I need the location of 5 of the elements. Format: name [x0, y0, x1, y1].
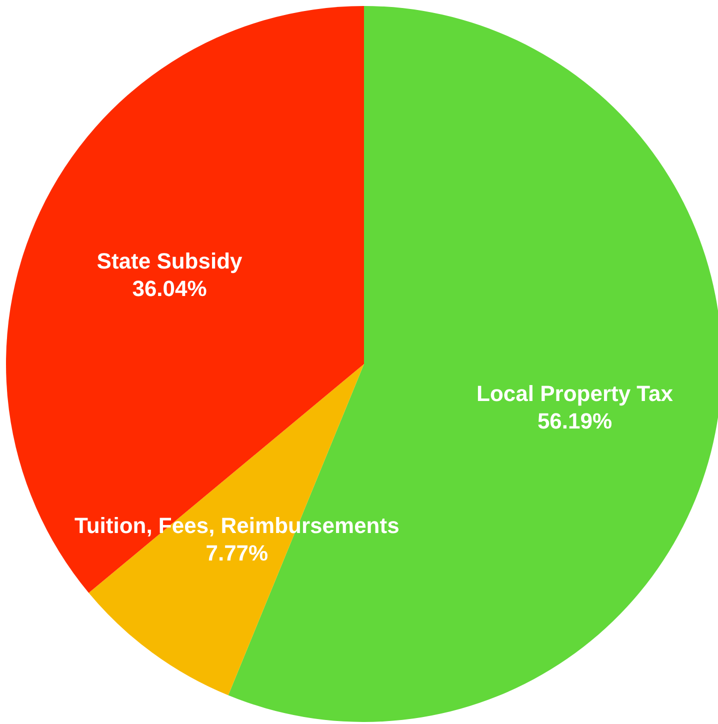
slice-label: Local Property Tax: [476, 381, 674, 406]
data-label: 36.04%: [132, 276, 207, 301]
data-label: 56.19%: [537, 408, 612, 434]
data-label: 7.77%: [206, 540, 268, 566]
slice-label: State Subsidy: [96, 248, 244, 274]
